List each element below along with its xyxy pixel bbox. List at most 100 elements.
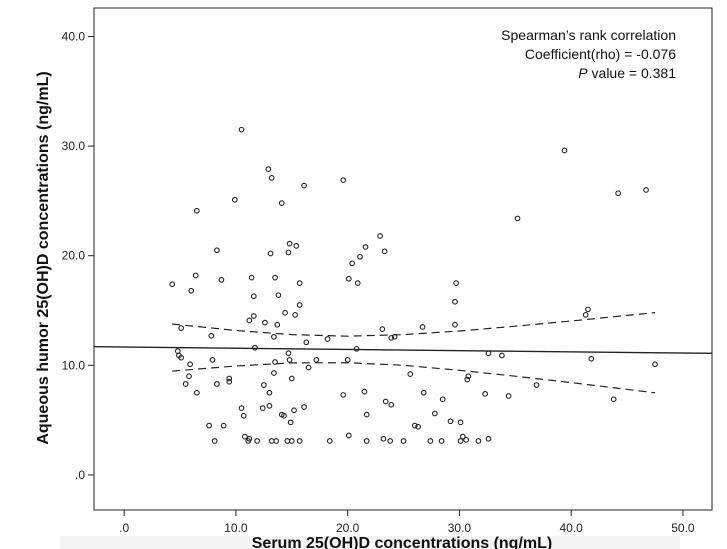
data-point [588,355,595,362]
data-point [265,166,272,172]
data-point [349,260,356,267]
data-point [273,438,280,444]
data-point [214,247,220,254]
data-point [582,312,589,318]
data-point [391,333,398,340]
y-tick-label: .0 [75,468,85,482]
data-point [382,398,389,405]
data-point [271,370,277,376]
p-value-text: value = 0.381 [588,65,677,81]
data-point [381,248,388,255]
annotation-title: Spearman’s rank correlation [501,27,676,43]
data-point [246,317,253,324]
data-point [193,389,200,396]
data-point [447,418,454,425]
data-point [475,438,482,444]
data-point [238,126,245,133]
data-point [292,312,299,318]
data-point [220,422,227,429]
data-point [465,373,472,380]
data-point [274,321,281,328]
data-point [286,356,293,363]
data-point [296,280,303,286]
data-point [377,233,383,239]
data-point [301,404,307,410]
data-point [533,382,540,388]
data-point [266,389,273,396]
data-point [340,177,347,183]
data-point [324,336,331,342]
data-point [266,403,273,409]
data-point [420,389,427,396]
data-point [388,335,395,341]
data-point [313,356,320,363]
data-point [407,371,414,377]
data-point [427,438,434,444]
data-point [457,419,464,426]
data-point [400,438,407,444]
data-point [353,346,360,352]
data-point [275,292,282,299]
data-point [240,412,247,419]
data-point [505,393,512,399]
ci-upper-line [172,312,656,337]
data-point [186,373,192,380]
data-point [187,361,193,368]
data-point [340,392,347,398]
data-point [463,437,469,443]
data-point [439,396,446,403]
regression-line [93,345,713,355]
data-point [345,275,352,282]
data-point [296,302,303,308]
data-point [287,419,294,426]
data-point [415,423,421,430]
y-tick-label: 10.0 [62,358,86,372]
x-tick-label: .0 [119,521,129,535]
data-point [345,432,352,439]
data-point [272,359,278,365]
data-point [208,332,215,339]
data-point [431,410,438,417]
data-point [178,354,185,361]
data-point [361,388,368,395]
data-point [288,375,295,382]
data-point [362,244,369,250]
data-point [242,433,248,440]
x-tick-label: 10.0 [224,521,248,535]
data-point [267,250,274,257]
data-point [226,375,233,382]
data-point [380,435,387,442]
data-point [262,319,268,326]
data-point [419,324,426,330]
data-point [169,281,176,288]
data-point [363,411,370,418]
data-point [211,438,218,444]
annotation-pvalue: P value = 0.381 [578,65,676,81]
ci-lower-line [172,362,656,394]
data-point [261,382,267,388]
data-point [288,438,295,444]
data-point [457,438,464,444]
data-point [438,438,445,444]
data-point [218,276,225,283]
data-point [206,422,212,429]
data-point [293,242,300,249]
x-axis: .0 10.0 20.0 30.0 40.0 50.0 [119,510,695,535]
x-axis-label: Serum 25(OH)D concentrations (ng/mL) [252,535,552,549]
data-point [585,306,591,313]
data-point [214,381,220,387]
x-tick-label: 40.0 [560,521,584,535]
y-tick-label: 30.0 [62,139,86,153]
data-point [178,325,185,331]
data-point [252,344,258,351]
data-point [561,147,568,154]
data-point [250,293,257,300]
x-tick-label: 30.0 [448,521,472,535]
data-point [259,405,266,411]
data-point [379,326,386,332]
data-point [182,381,189,387]
data-point [615,190,621,197]
data-point [250,313,257,319]
data-point [188,287,195,294]
